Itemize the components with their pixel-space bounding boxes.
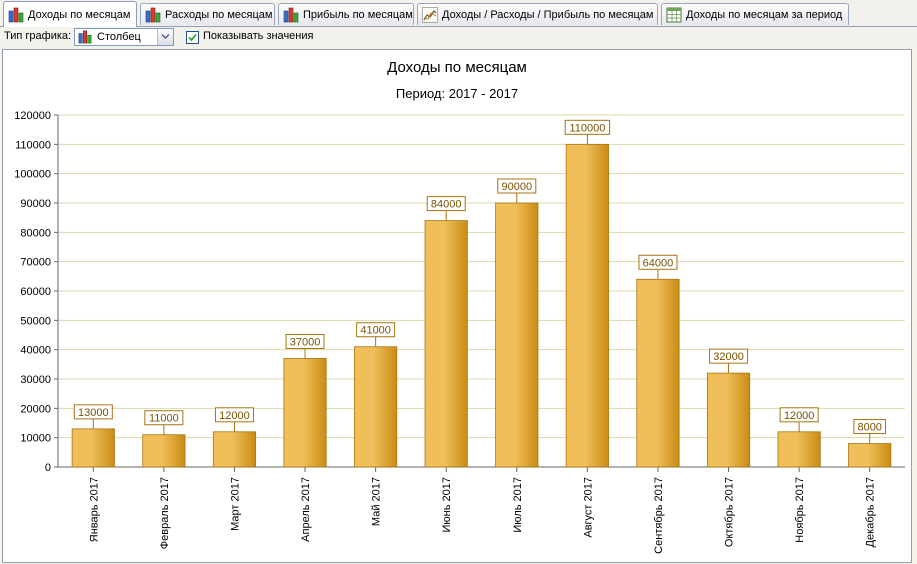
value-label: 110000 xyxy=(569,122,605,134)
tab-label: Доходы / Расходы / Прибыль по месяцам xyxy=(442,8,654,21)
bar xyxy=(636,278,680,468)
y-tick-label: 40000 xyxy=(20,345,51,357)
bar-chart-icon xyxy=(78,30,92,44)
y-tick-label: 80000 xyxy=(20,227,51,239)
x-tick-label: Ноябрь 2017 xyxy=(794,477,806,543)
income-bar-chart: Доходы по месяцам Период: 2017 - 2017 0 1… xyxy=(14,59,905,554)
y-tick-label: 50000 xyxy=(20,315,51,327)
bar-chart-icon xyxy=(8,7,24,22)
value-label: 90000 xyxy=(501,181,532,193)
value-label-box xyxy=(779,407,819,423)
x-tick-label: Август 2017 xyxy=(582,477,594,538)
dropdown-button[interactable] xyxy=(157,29,173,45)
x-tick-label: Сентябрь 2017 xyxy=(653,477,665,554)
x-tick-label: Март 2017 xyxy=(229,477,241,531)
y-tick-label: 60000 xyxy=(20,286,51,298)
y-tick-label: 20000 xyxy=(20,403,51,415)
chart-type-select[interactable]: Столбец xyxy=(74,28,174,46)
tab-profit-by-month[interactable]: Прибыль по месяцам xyxy=(278,3,414,25)
x-tick-label: Июль 2017 xyxy=(512,477,524,533)
value-label: 32000 xyxy=(713,351,744,363)
y-tick-label: 110000 xyxy=(15,139,51,151)
checkmark-icon xyxy=(188,33,197,42)
bar xyxy=(283,358,327,468)
x-tick-label: Февраль 2017 xyxy=(159,477,171,549)
tab-label: Расходы по месяцам xyxy=(165,8,273,21)
chevron-down-icon xyxy=(161,34,170,39)
value-label-box xyxy=(853,419,887,435)
x-tick-label: Декабрь 2017 xyxy=(865,477,877,547)
value-label-box xyxy=(564,119,611,135)
tab-bar: Доходы по месяцам Расходы по месяцам При… xyxy=(0,0,917,27)
value-label: 41000 xyxy=(360,325,391,337)
bar xyxy=(495,202,539,468)
value-label-box xyxy=(214,407,254,423)
value-label-box xyxy=(709,348,749,364)
value-label-box xyxy=(285,333,325,349)
value-label: 13000 xyxy=(78,407,109,419)
chart-title: Доходы по месяцам xyxy=(387,59,527,76)
tab-label: Доходы по месяцам за период xyxy=(686,8,843,21)
bar xyxy=(706,372,751,468)
x-tick-label: Апрель 2017 xyxy=(300,477,312,542)
y-tick-label: 70000 xyxy=(20,257,51,269)
value-label: 84000 xyxy=(431,199,462,211)
chart-subtitle: Период: 2017 - 2017 xyxy=(396,86,518,101)
y-tick-label: 120000 xyxy=(14,110,51,122)
bar xyxy=(142,434,186,468)
value-label: 12000 xyxy=(219,410,250,422)
bar-chart-icon xyxy=(283,7,299,22)
value-label-box xyxy=(638,254,678,270)
tab-income-expenses-profit[interactable]: Доходы / Расходы / Прибыль по месяцам xyxy=(417,3,658,25)
value-label-box xyxy=(73,404,113,420)
chart-panel: Доходы по месяцам Период: 2017 - 2017 0 1… xyxy=(2,49,912,563)
bar xyxy=(71,428,115,468)
bar xyxy=(777,431,821,468)
value-label-box xyxy=(497,178,537,194)
x-tick-label: Май 2017 xyxy=(371,477,383,526)
x-tick-label: Январь 2017 xyxy=(88,477,100,542)
tab-income-by-month[interactable]: Доходы по месяцам xyxy=(3,1,137,27)
tab-expenses-by-month[interactable]: Расходы по месяцам xyxy=(140,3,275,25)
tab-label: Прибыль по месяцам xyxy=(303,8,413,21)
value-label: 11000 xyxy=(149,413,179,425)
value-label: 12000 xyxy=(784,410,815,422)
chart-type-value: Столбец xyxy=(97,31,141,43)
show-values-checkbox[interactable] xyxy=(186,31,199,44)
tab-income-for-period[interactable]: Доходы по месяцам за период xyxy=(661,3,849,25)
x-tick-label: Октябрь 2017 xyxy=(724,477,736,547)
value-label: 8000 xyxy=(857,422,881,434)
y-tick-label: 0 xyxy=(45,462,51,474)
y-tick-label: 100000 xyxy=(14,169,51,181)
bar xyxy=(848,443,892,468)
y-tick-label: 30000 xyxy=(20,374,51,386)
y-tick-label: 10000 xyxy=(20,433,51,445)
table-grid-icon xyxy=(666,7,682,22)
chart-toolbar: Тип графика: Столбец Показывать значения xyxy=(0,27,917,48)
value-label-box xyxy=(356,322,396,338)
bar xyxy=(354,346,398,468)
value-label-box xyxy=(144,410,184,426)
show-values-label: Показывать значения xyxy=(203,30,314,42)
y-tick-label: 90000 xyxy=(20,198,51,210)
bar xyxy=(212,431,257,468)
bar xyxy=(424,220,468,468)
value-label-box xyxy=(426,196,466,212)
tab-label: Доходы по месяцам xyxy=(28,8,131,21)
bar xyxy=(565,143,609,468)
value-label: 37000 xyxy=(290,336,321,348)
bar-chart-icon xyxy=(145,7,161,22)
chart-type-label: Тип графика: xyxy=(4,30,72,42)
x-tick-label: Июнь 2017 xyxy=(441,477,453,533)
value-label: 64000 xyxy=(643,257,674,269)
line-chart-icon xyxy=(422,6,438,23)
